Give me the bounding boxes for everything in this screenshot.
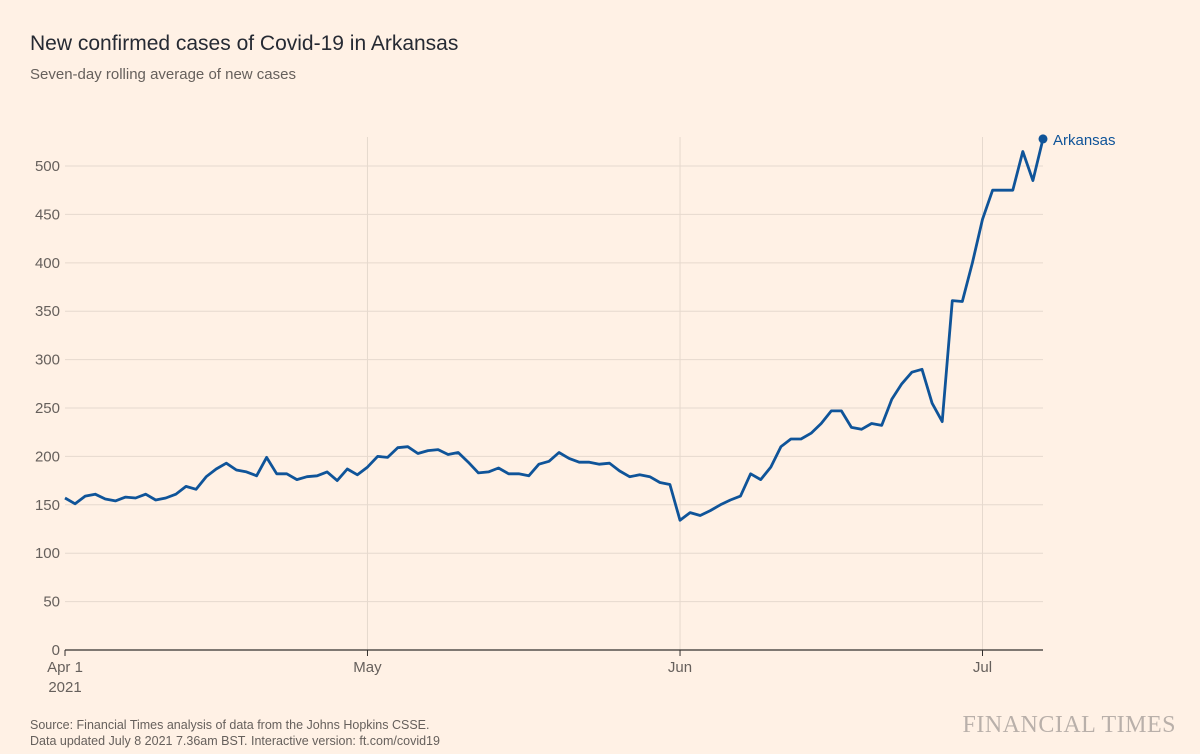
x-tick-label: May <box>353 659 382 676</box>
x-tick-label: Apr 1 <box>47 659 83 676</box>
brand-logo: FINANCIAL TIMES <box>962 712 1176 738</box>
footer-source: Source: Financial Times analysis of data… <box>30 718 430 732</box>
series-end-point <box>1038 134 1048 144</box>
y-tick-label: 350 <box>35 303 60 320</box>
y-axis-ticks: 0 50 100 150 200 250 300 350 400 450 500 <box>35 158 60 659</box>
y-tick-label: 50 <box>43 594 60 611</box>
x-tick-label: Jul <box>973 659 992 676</box>
y-tick-label: 400 <box>35 255 60 272</box>
y-tick-label: 150 <box>35 497 60 514</box>
series-label-arkansas: Arkansas <box>1053 132 1116 149</box>
series-group: Arkansas <box>64 132 1116 522</box>
footer: Source: Financial Times analysis of data… <box>30 717 440 749</box>
y-tick-label: 450 <box>35 206 60 223</box>
gridlines <box>65 165 1043 603</box>
y-tick-label: 300 <box>35 352 60 369</box>
y-tick-label: 100 <box>35 545 60 562</box>
y-tick-label: 500 <box>35 158 60 175</box>
x-axis-ticks: Apr 1 2021 May Jun Jul <box>47 650 992 696</box>
footer-updated: Data updated July 8 2021 7.36am BST. Int… <box>30 734 440 748</box>
y-tick-label: 200 <box>35 448 60 465</box>
chart-subtitle: Seven-day rolling average of new cases <box>30 66 296 83</box>
series-line-arkansas <box>64 138 1045 522</box>
chart-title: New confirmed cases of Covid-19 in Arkan… <box>30 32 459 55</box>
x-tick-label: Jun <box>668 659 692 676</box>
x-tick-sublabel: 2021 <box>48 679 81 696</box>
y-tick-label: 250 <box>35 400 60 417</box>
y-tick-label: 0 <box>52 642 60 659</box>
line-chart: 0 50 100 150 200 250 300 350 400 450 500 Apr 1 2021… <box>35 132 1116 696</box>
